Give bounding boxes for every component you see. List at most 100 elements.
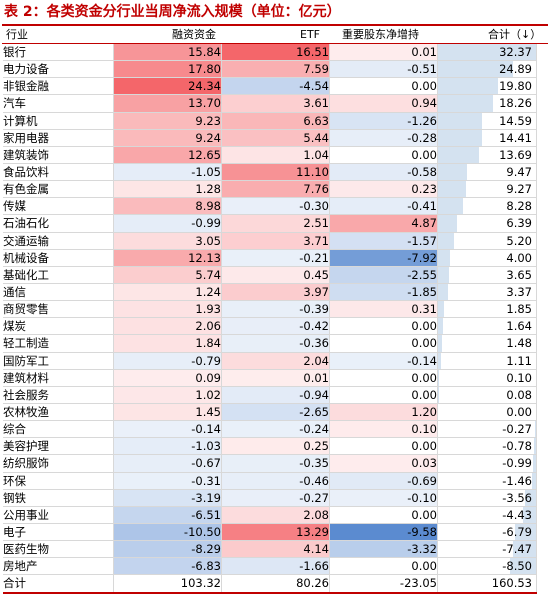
etf-value: 1.04 (222, 146, 330, 163)
margin-value: -1.03 (114, 438, 222, 455)
total-value: 19.80 (499, 78, 532, 94)
total-value: -3.56 (502, 490, 532, 506)
total-value: 0.08 (506, 387, 532, 403)
etf-value: 2.08 (222, 506, 330, 523)
total-cell: -1.46 (438, 472, 537, 489)
industry-name: 纺织服饰 (3, 455, 114, 472)
margin-value: -0.31 (114, 472, 222, 489)
total-value: 6.39 (506, 215, 532, 231)
margin-value: 12.13 (114, 249, 222, 266)
shareholder-value: -3.32 (330, 541, 438, 558)
total-value: 32.37 (499, 44, 532, 60)
total-value: 14.59 (499, 113, 532, 129)
total-cell: -7.47 (438, 541, 537, 558)
total-value: 5.20 (506, 233, 532, 249)
industry-name: 公用事业 (3, 506, 114, 523)
total-value: -4.43 (502, 507, 532, 523)
margin-value: 5.74 (114, 266, 222, 283)
total-bar (438, 250, 450, 266)
margin-value: -0.99 (114, 215, 222, 232)
shareholder-value: -1.85 (330, 283, 438, 300)
total-cell: 1.48 (438, 335, 537, 352)
total-cell: 24.89 (438, 61, 537, 78)
total-value: 24.89 (499, 61, 532, 77)
table-header: 行业 融资资金 ETF 重要股东净增持 合计（↓） (0, 26, 550, 43)
shareholder-value: 0.00 (330, 369, 438, 386)
shareholder-value: -0.69 (330, 472, 438, 489)
etf-value: 4.14 (222, 541, 330, 558)
total-label: 合计 (3, 575, 114, 593)
total-margin: 103.32 (114, 575, 222, 593)
total-cell: 14.41 (438, 129, 537, 146)
etf-value: -1.66 (222, 558, 330, 575)
margin-value: 13.70 (114, 95, 222, 112)
total-bar (438, 147, 479, 163)
total-value: -7.47 (502, 541, 532, 557)
grand-total-value: 160.53 (492, 575, 532, 591)
shareholder-value: -7.92 (330, 249, 438, 266)
header-etf: ETF (300, 26, 320, 43)
total-bar (438, 95, 493, 111)
margin-value: -1.05 (114, 163, 222, 180)
total-bar (438, 233, 454, 249)
table-title: 表 2：各类资金分行业当周净流入规模（单位：亿元） (4, 2, 341, 22)
margin-value: 15.84 (114, 44, 222, 61)
industry-name: 基础化工 (3, 266, 114, 283)
industry-name: 交通运输 (3, 232, 114, 249)
industry-name: 国防军工 (3, 352, 114, 369)
shareholder-value: -0.51 (330, 61, 438, 78)
industry-name: 电子 (3, 523, 114, 540)
total-cell: 1.64 (438, 318, 537, 335)
shareholder-value: 0.00 (330, 78, 438, 95)
etf-value: 0.45 (222, 266, 330, 283)
total-cell: -4.43 (438, 506, 537, 523)
total-value: 8.28 (506, 198, 532, 214)
etf-value: 7.59 (222, 61, 330, 78)
shareholder-value: 0.00 (330, 438, 438, 455)
etf-value: -2.65 (222, 403, 330, 420)
shareholder-value: -9.58 (330, 523, 438, 540)
header-margin: 融资资金 (172, 26, 216, 43)
shareholder-value: -0.14 (330, 352, 438, 369)
total-bar (534, 438, 536, 454)
total-bar (438, 318, 443, 334)
margin-value: 1.02 (114, 386, 222, 403)
total-cell: -3.56 (438, 489, 537, 506)
margin-value: 17.80 (114, 61, 222, 78)
shareholder-value: -1.26 (330, 112, 438, 129)
margin-value: -10.50 (114, 523, 222, 540)
total-value: 0.00 (506, 404, 532, 420)
total-value: 3.37 (506, 284, 532, 300)
total-value: 1.64 (506, 318, 532, 334)
etf-value: -0.39 (222, 301, 330, 318)
etf-value: -0.94 (222, 386, 330, 403)
total-cell: -6.79 (438, 523, 537, 540)
industry-name: 建筑装饰 (3, 146, 114, 163)
etf-value: 2.04 (222, 352, 330, 369)
margin-value: 0.09 (114, 369, 222, 386)
margin-value: -3.19 (114, 489, 222, 506)
total-bar (438, 130, 482, 146)
etf-value: 3.71 (222, 232, 330, 249)
etf-value: -0.46 (222, 472, 330, 489)
total-value: 1.11 (506, 353, 532, 369)
total-bar (438, 335, 442, 351)
shareholder-value: 0.01 (330, 44, 438, 61)
industry-name: 传媒 (3, 198, 114, 215)
margin-value: 8.98 (114, 198, 222, 215)
total-cell: 0.10 (438, 369, 537, 386)
total-value: 18.26 (499, 95, 532, 111)
